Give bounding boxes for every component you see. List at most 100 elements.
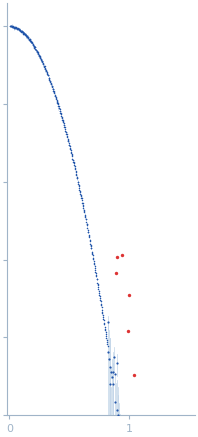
Point xyxy=(32,42,35,49)
Point xyxy=(54,94,57,101)
Point xyxy=(95,276,99,283)
Point xyxy=(79,188,82,195)
Point xyxy=(92,257,95,264)
Point xyxy=(51,83,54,90)
Point xyxy=(75,174,79,181)
Point xyxy=(94,268,97,275)
Point xyxy=(109,364,112,371)
Point xyxy=(39,55,42,62)
Point xyxy=(90,248,93,255)
Point xyxy=(110,373,114,380)
Point xyxy=(120,252,123,259)
Point xyxy=(92,260,95,267)
Point xyxy=(115,253,118,260)
Point xyxy=(50,82,53,89)
Point xyxy=(71,157,75,164)
Point xyxy=(35,46,38,53)
Point xyxy=(22,29,25,36)
Point xyxy=(34,46,38,53)
Point xyxy=(35,48,38,55)
Point xyxy=(101,311,104,318)
Point xyxy=(44,65,47,72)
Point xyxy=(117,418,121,425)
Point xyxy=(14,24,17,31)
Point xyxy=(59,109,62,116)
Point xyxy=(28,36,31,43)
Point xyxy=(52,88,55,95)
Point xyxy=(93,261,96,268)
Point xyxy=(41,59,44,66)
Point xyxy=(44,67,47,74)
Point xyxy=(139,431,143,437)
Point xyxy=(30,38,33,45)
Point xyxy=(15,24,18,31)
Point xyxy=(112,369,115,376)
Point xyxy=(98,295,102,302)
Point xyxy=(29,37,32,44)
Point xyxy=(44,66,47,73)
Point xyxy=(99,298,102,305)
Point xyxy=(111,380,114,387)
Point xyxy=(103,323,106,330)
Point xyxy=(75,173,78,180)
Point xyxy=(102,316,105,323)
Point xyxy=(88,237,91,244)
Point xyxy=(20,28,24,35)
Point xyxy=(13,24,16,31)
Point xyxy=(46,72,50,79)
Point xyxy=(42,62,45,69)
Point xyxy=(52,88,55,95)
Point xyxy=(80,194,83,201)
Point xyxy=(45,69,48,76)
Point xyxy=(103,321,106,328)
Point xyxy=(34,46,37,53)
Point xyxy=(37,52,41,59)
Point xyxy=(27,35,30,42)
Point xyxy=(104,326,107,333)
Point xyxy=(21,28,24,35)
Point xyxy=(104,329,107,336)
Point xyxy=(74,166,77,173)
Point xyxy=(51,86,55,93)
Point xyxy=(50,80,53,87)
Point xyxy=(102,317,105,324)
Point xyxy=(49,79,52,86)
Point xyxy=(91,255,95,262)
Point xyxy=(62,121,66,128)
Point xyxy=(89,241,92,248)
Point xyxy=(47,74,50,81)
Point xyxy=(51,85,54,92)
Point xyxy=(38,54,42,61)
Point xyxy=(100,304,103,311)
Point xyxy=(18,26,21,33)
Point xyxy=(55,95,58,102)
Point xyxy=(24,32,28,39)
Point xyxy=(97,286,100,293)
Point xyxy=(24,31,27,38)
Point xyxy=(60,114,63,121)
Point xyxy=(64,129,68,136)
Point xyxy=(76,174,79,181)
Point xyxy=(144,436,147,437)
Point xyxy=(64,125,67,132)
Point xyxy=(17,26,20,33)
Point xyxy=(106,343,109,350)
Point xyxy=(87,232,90,239)
Point xyxy=(60,113,63,120)
Point xyxy=(38,53,41,60)
Point xyxy=(83,211,86,218)
Point xyxy=(12,24,15,31)
Point xyxy=(81,202,84,209)
Point xyxy=(66,134,69,141)
Point xyxy=(88,234,91,241)
Point xyxy=(66,137,69,144)
Point xyxy=(26,34,29,41)
Point xyxy=(58,106,61,113)
Point xyxy=(26,34,29,41)
Point xyxy=(40,57,43,64)
Point xyxy=(86,227,89,234)
Point xyxy=(30,38,33,45)
Point xyxy=(58,105,61,112)
Point xyxy=(95,272,98,279)
Point xyxy=(11,23,14,30)
